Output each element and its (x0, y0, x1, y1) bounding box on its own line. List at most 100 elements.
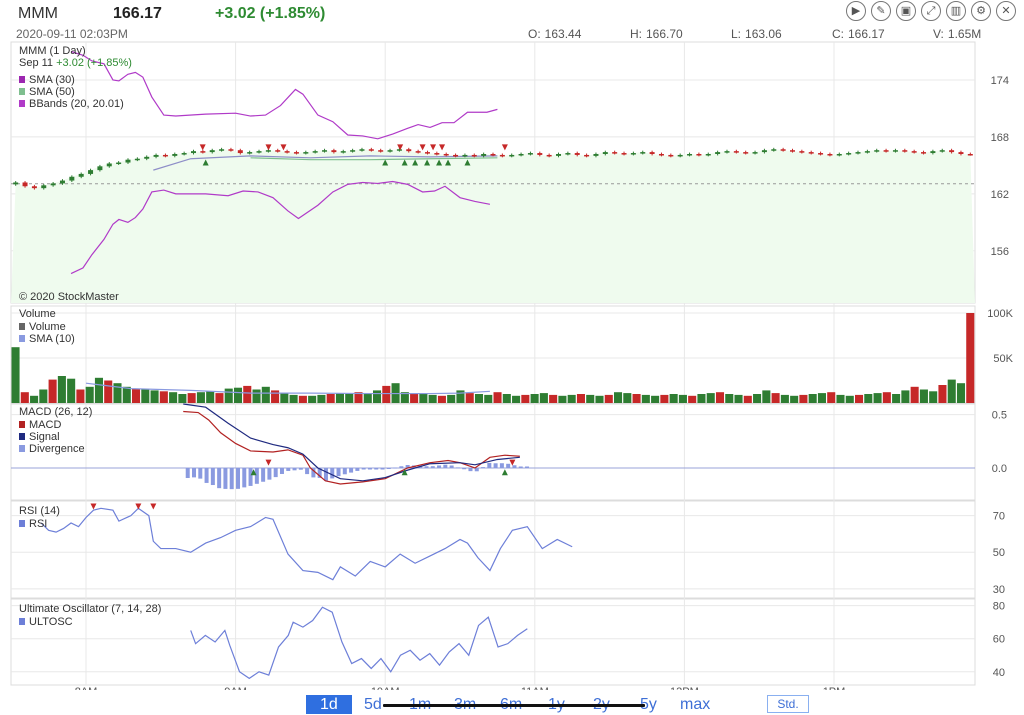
bband-lower-line (70, 180, 491, 275)
volume-bar (419, 394, 428, 403)
candle (808, 152, 814, 154)
candle (771, 149, 777, 151)
candle (387, 150, 393, 152)
volume-bar (669, 394, 678, 403)
buy-signal-marker (501, 469, 508, 476)
volume-bar (753, 394, 762, 403)
volume-bar (326, 394, 335, 403)
candle (883, 150, 889, 152)
candle (41, 185, 47, 189)
candle (846, 153, 852, 155)
range-5y[interactable]: 5y (640, 696, 657, 713)
sell-signal-marker (150, 503, 157, 510)
price-legend-item: BBands (20, 20.01) (29, 98, 124, 110)
divergence-bar (518, 466, 523, 468)
divergence-bar (399, 466, 404, 468)
divergence-bar (223, 468, 228, 489)
price-y-tick: 156 (991, 246, 1009, 258)
legend-swatch (19, 323, 25, 330)
divergence-bar (267, 468, 272, 480)
buy-signal-marker (250, 469, 257, 476)
volume-bar (864, 394, 873, 403)
candle (780, 149, 786, 151)
draw-icon[interactable]: ✎ (871, 1, 891, 21)
candle (733, 151, 739, 153)
divergence-bar (506, 463, 511, 468)
candle (527, 153, 533, 155)
rsi-y-tick: 70 (993, 511, 1005, 523)
high-stat: H: 166.70 (630, 27, 683, 41)
candle (677, 154, 683, 157)
x-tick-label: 12PM (670, 686, 699, 690)
close-icon[interactable]: ✕ (996, 1, 1016, 21)
buy-signal-marker (464, 159, 471, 166)
volume-bar (780, 394, 789, 403)
divergence-bar (455, 467, 460, 469)
candle (78, 173, 84, 177)
chart-area[interactable]: 8AM 9AM 10AM 11AM 12PM 1PM 156 162 168 174 MMM (1 … (0, 0, 1024, 690)
volume-bar (956, 383, 966, 403)
volume-bar (632, 394, 641, 403)
candle (88, 170, 94, 174)
volume-bar (873, 393, 882, 403)
volume-bar (354, 392, 363, 403)
legend-swatch (19, 445, 25, 452)
volume-bar (938, 385, 947, 403)
volume-bar (901, 390, 910, 403)
candle (471, 154, 477, 157)
volume-bar (196, 392, 205, 403)
candle (584, 154, 590, 157)
divergence-bar (386, 468, 391, 469)
ultosc-y-tick: 80 (993, 601, 1005, 613)
price-area-fill (11, 149, 975, 303)
macd-y-tick: 0.0 (992, 463, 1007, 475)
candle (509, 154, 515, 157)
candle (275, 150, 281, 152)
candle (406, 149, 412, 152)
divergence-bar (317, 468, 322, 478)
candle (359, 149, 365, 151)
candle (134, 158, 140, 161)
rsi-line (40, 507, 573, 581)
volume-bar (465, 393, 474, 403)
gear-icon[interactable]: ⚙ (971, 1, 991, 21)
datetime: 2020-09-11 02:03PM (16, 27, 128, 41)
divergence-bar (311, 468, 316, 478)
volume-bar (345, 394, 354, 403)
candle (256, 151, 262, 153)
divergence-bar (474, 468, 479, 472)
std-button[interactable]: Std. (767, 695, 809, 713)
price-legend-item: SMA (30) (29, 74, 75, 86)
fullscreen-icon[interactable]: ⤢ (921, 1, 941, 21)
volume-bar (966, 313, 975, 403)
watermark: © 2020 StockMaster (19, 291, 119, 303)
candle (612, 152, 618, 154)
volume-bar (947, 379, 956, 403)
volume-bar (576, 394, 585, 403)
image-icon[interactable]: ▣ (896, 1, 916, 21)
volume-bar (113, 383, 122, 403)
signal-line (183, 403, 520, 482)
bband-upper-line (70, 50, 498, 140)
range-max[interactable]: max (680, 696, 711, 713)
candle (939, 150, 945, 152)
candle (172, 153, 178, 156)
range-1d[interactable]: 1d (306, 695, 352, 714)
x-tick-label: 9AM (224, 686, 247, 690)
candle (546, 154, 552, 157)
volume-bar (734, 394, 743, 403)
candle (50, 183, 56, 186)
volume-bar (159, 391, 168, 403)
legend-swatch (19, 433, 25, 440)
candle (761, 150, 767, 153)
volume-bar (539, 393, 548, 403)
range-5d[interactable]: 5d (364, 696, 382, 713)
divergence-bar (248, 468, 253, 486)
timeline-scrollbar[interactable] (383, 704, 645, 707)
candle (247, 152, 253, 154)
chart-icon[interactable]: ▥ (946, 1, 966, 21)
legend-swatch (19, 421, 25, 428)
candle (378, 150, 384, 152)
play-icon[interactable]: ▶ (846, 1, 866, 21)
volume-bar (725, 394, 734, 403)
